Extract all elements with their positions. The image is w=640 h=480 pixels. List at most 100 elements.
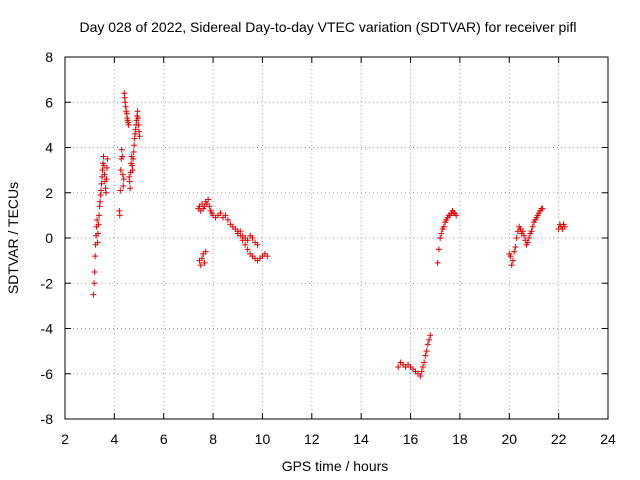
data-point (97, 198, 104, 205)
data-point (116, 212, 123, 219)
data-point (135, 115, 142, 122)
x-tick-label: 18 (452, 431, 468, 447)
x-tick-label: 14 (353, 431, 369, 447)
data-point (453, 212, 460, 219)
x-tick-label: 22 (551, 431, 567, 447)
data-points-layer (90, 90, 568, 380)
data-point (244, 237, 251, 244)
data-point (206, 203, 213, 210)
data-point (237, 228, 244, 235)
data-point (440, 223, 447, 230)
data-point (419, 363, 426, 370)
data-point (513, 235, 520, 241)
x-tick-label: 2 (61, 431, 69, 447)
data-point (117, 187, 124, 194)
series-pass-8 (555, 221, 568, 232)
data-point (438, 230, 445, 237)
data-point (205, 196, 212, 203)
data-point (91, 268, 98, 275)
y-axis-label: SDTVAR / TECUs (5, 182, 21, 294)
data-point (511, 248, 518, 255)
x-tick-label: 20 (501, 431, 517, 447)
data-point (202, 248, 209, 255)
data-point (134, 108, 141, 115)
data-point (95, 230, 102, 237)
data-point (521, 232, 528, 239)
x-axis-label: GPS time / hours (282, 458, 389, 474)
series-pass-5 (395, 332, 434, 380)
data-point (434, 259, 441, 266)
x-tick-label: 10 (255, 431, 271, 447)
data-point (119, 171, 126, 178)
data-point (242, 241, 249, 248)
x-tick-label: 4 (110, 431, 118, 447)
data-point (264, 253, 271, 260)
series-pass-3 (195, 196, 271, 269)
data-point (92, 253, 99, 260)
x-tick-label: 8 (209, 431, 217, 447)
y-tick-label: -4 (41, 321, 54, 337)
data-point (120, 176, 127, 183)
data-point (561, 223, 568, 230)
data-point (131, 142, 138, 149)
data-point (103, 164, 110, 171)
data-point (125, 121, 132, 128)
data-point (129, 167, 136, 174)
data-point (120, 182, 127, 189)
data-point (539, 205, 546, 212)
data-point (98, 180, 105, 187)
data-point (222, 212, 229, 219)
data-point (130, 155, 137, 162)
ticks-layer (64, 56, 609, 420)
data-point (135, 121, 142, 128)
x-tick-label: 24 (600, 431, 616, 447)
data-point (424, 341, 431, 348)
data-point (90, 291, 97, 298)
y-tick-label: 0 (45, 230, 53, 246)
data-point (99, 167, 106, 174)
series-pass-4 (234, 228, 261, 248)
x-tick-label: 16 (403, 431, 419, 447)
data-point (136, 133, 143, 140)
data-point (96, 212, 103, 219)
data-point (94, 216, 101, 223)
data-point (395, 363, 402, 370)
data-point (102, 189, 109, 196)
chart-title: Day 028 of 2022, Sidereal Day-to-day VTE… (80, 19, 577, 35)
data-point (422, 352, 429, 359)
data-point (94, 239, 101, 246)
data-point (217, 210, 224, 217)
x-tick-label: 6 (160, 431, 168, 447)
data-point (224, 216, 231, 223)
data-point (127, 185, 134, 192)
y-tick-label: -8 (41, 411, 54, 427)
data-point (526, 235, 533, 241)
data-point (418, 368, 425, 375)
data-point (524, 239, 531, 246)
data-point (98, 187, 105, 194)
data-point (519, 228, 526, 235)
y-tick-label: 2 (45, 185, 53, 201)
data-point (528, 228, 535, 235)
series-pass-6 (434, 207, 460, 266)
y-tick-label: -2 (41, 275, 54, 291)
data-point (104, 155, 111, 162)
data-point (509, 257, 516, 264)
data-point (244, 246, 251, 253)
data-point (254, 241, 261, 248)
data-point (508, 262, 515, 269)
data-point (427, 332, 434, 339)
data-point (201, 259, 208, 266)
data-point (417, 373, 424, 380)
data-point (130, 149, 137, 156)
data-point (435, 246, 442, 253)
data-point (198, 255, 205, 262)
data-point (101, 171, 108, 178)
data-point (118, 146, 125, 153)
data-point (100, 153, 107, 160)
data-point (437, 235, 444, 241)
data-point (103, 176, 110, 183)
